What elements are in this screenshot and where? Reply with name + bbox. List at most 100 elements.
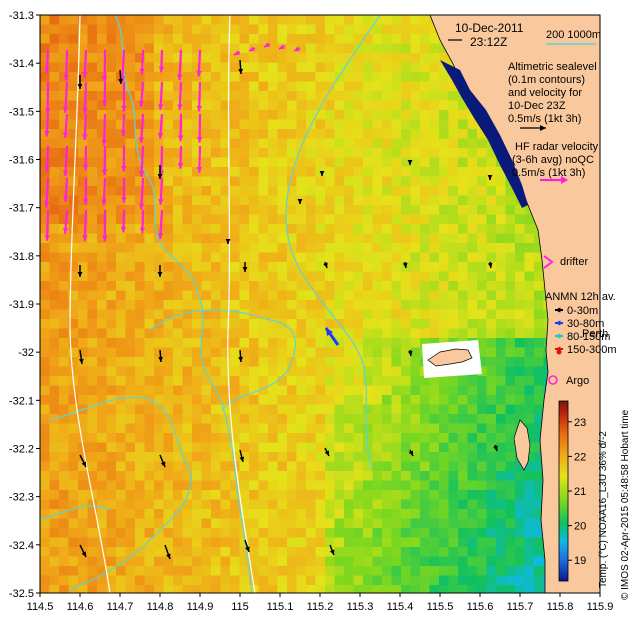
sst-cell: [382, 348, 392, 358]
sst-cell: [525, 557, 535, 567]
sst-cell: [411, 405, 421, 415]
sst-cell: [240, 405, 250, 415]
sst-cell: [107, 215, 117, 225]
sst-cell: [107, 82, 117, 92]
sst-cell: [107, 205, 117, 215]
sst-cell: [88, 205, 98, 215]
sst-cell: [392, 196, 402, 206]
sst-cell: [449, 376, 459, 386]
sst-cell: [306, 224, 316, 234]
sst-cell: [202, 386, 212, 396]
sst-cell: [316, 329, 326, 339]
sst-cell: [401, 101, 411, 111]
sst-cell: [496, 234, 506, 244]
sst-cell: [344, 15, 354, 25]
sst-cell: [107, 196, 117, 206]
sst-cell: [145, 576, 155, 586]
sst-cell: [430, 72, 440, 82]
sst-cell: [325, 158, 335, 168]
sst-cell: [268, 15, 278, 25]
lat-tick-label: -31.5: [9, 106, 34, 118]
sst-cell: [145, 15, 155, 25]
sst-cell: [135, 566, 145, 576]
sst-cell: [363, 338, 373, 348]
sst-cell: [69, 528, 79, 538]
sst-cell: [230, 139, 240, 149]
sst-cell: [230, 528, 240, 538]
sst-cell: [59, 433, 69, 443]
sst-cell: [430, 490, 440, 500]
sst-cell: [164, 414, 174, 424]
sst-cell: [259, 234, 269, 244]
sst-cell: [40, 243, 50, 253]
sst-cell: [496, 376, 506, 386]
sst-cell: [420, 63, 430, 73]
sst-cell: [401, 338, 411, 348]
sst-cell: [249, 329, 259, 339]
sst-cell: [363, 186, 373, 196]
sst-cell: [411, 110, 421, 120]
lon-tick-label: 115: [231, 601, 249, 613]
sst-cell: [126, 424, 136, 434]
sst-cell: [525, 566, 535, 576]
sst-cell: [145, 72, 155, 82]
sst-cell: [515, 262, 525, 272]
sst-cell: [107, 462, 117, 472]
sst-cell: [40, 72, 50, 82]
sst-cell: [249, 262, 259, 272]
sst-cell: [487, 528, 497, 538]
sst-cell: [145, 82, 155, 92]
colorbar-label: Temp. (°C) NOAA16_L3U 36% d/-2: [598, 388, 614, 588]
sst-cell: [107, 443, 117, 453]
sst-cell: [126, 196, 136, 206]
sst-cell: [107, 53, 117, 63]
sst-cell: [107, 15, 117, 25]
sst-cell: [230, 196, 240, 206]
sst-cell: [145, 509, 155, 519]
sst-cell: [278, 196, 288, 206]
sst-cell: [344, 566, 354, 576]
sst-cell: [202, 82, 212, 92]
sst-cell: [449, 566, 459, 576]
legend-argo: Argo: [566, 375, 589, 387]
sst-cell: [392, 319, 402, 329]
sst-cell: [496, 205, 506, 215]
sst-cell: [325, 196, 335, 206]
sst-cell: [477, 272, 487, 282]
sst-cell: [335, 424, 345, 434]
sst-cell: [297, 433, 307, 443]
sst-cell: [230, 167, 240, 177]
sst-cell: [373, 139, 383, 149]
sst-cell: [154, 338, 164, 348]
sst-cell: [259, 395, 269, 405]
sst-cell: [420, 34, 430, 44]
sst-cell: [430, 253, 440, 263]
sst-cell: [363, 319, 373, 329]
sst-cell: [211, 158, 221, 168]
sst-cell: [135, 500, 145, 510]
sst-cell: [382, 148, 392, 158]
sst-cell: [363, 139, 373, 149]
sst-cell: [97, 272, 107, 282]
sst-cell: [487, 395, 497, 405]
sst-cell: [449, 329, 459, 339]
sst-cell: [50, 234, 60, 244]
sst-cell: [287, 15, 297, 25]
sst-cell: [135, 462, 145, 472]
sst-cell: [173, 319, 183, 329]
sst-cell: [487, 281, 497, 291]
sst-cell: [154, 15, 164, 25]
sst-cell: [344, 557, 354, 567]
sst-cell: [230, 224, 240, 234]
sst-cell: [335, 158, 345, 168]
sst-cell: [268, 139, 278, 149]
sst-cell: [145, 557, 155, 567]
sst-cell: [126, 471, 136, 481]
sst-cell: [325, 566, 335, 576]
sst-cell: [268, 538, 278, 548]
sst-cell: [259, 348, 269, 358]
sst-cell: [202, 281, 212, 291]
sst-cell: [278, 234, 288, 244]
sst-cell: [50, 462, 60, 472]
sst-cell: [373, 186, 383, 196]
